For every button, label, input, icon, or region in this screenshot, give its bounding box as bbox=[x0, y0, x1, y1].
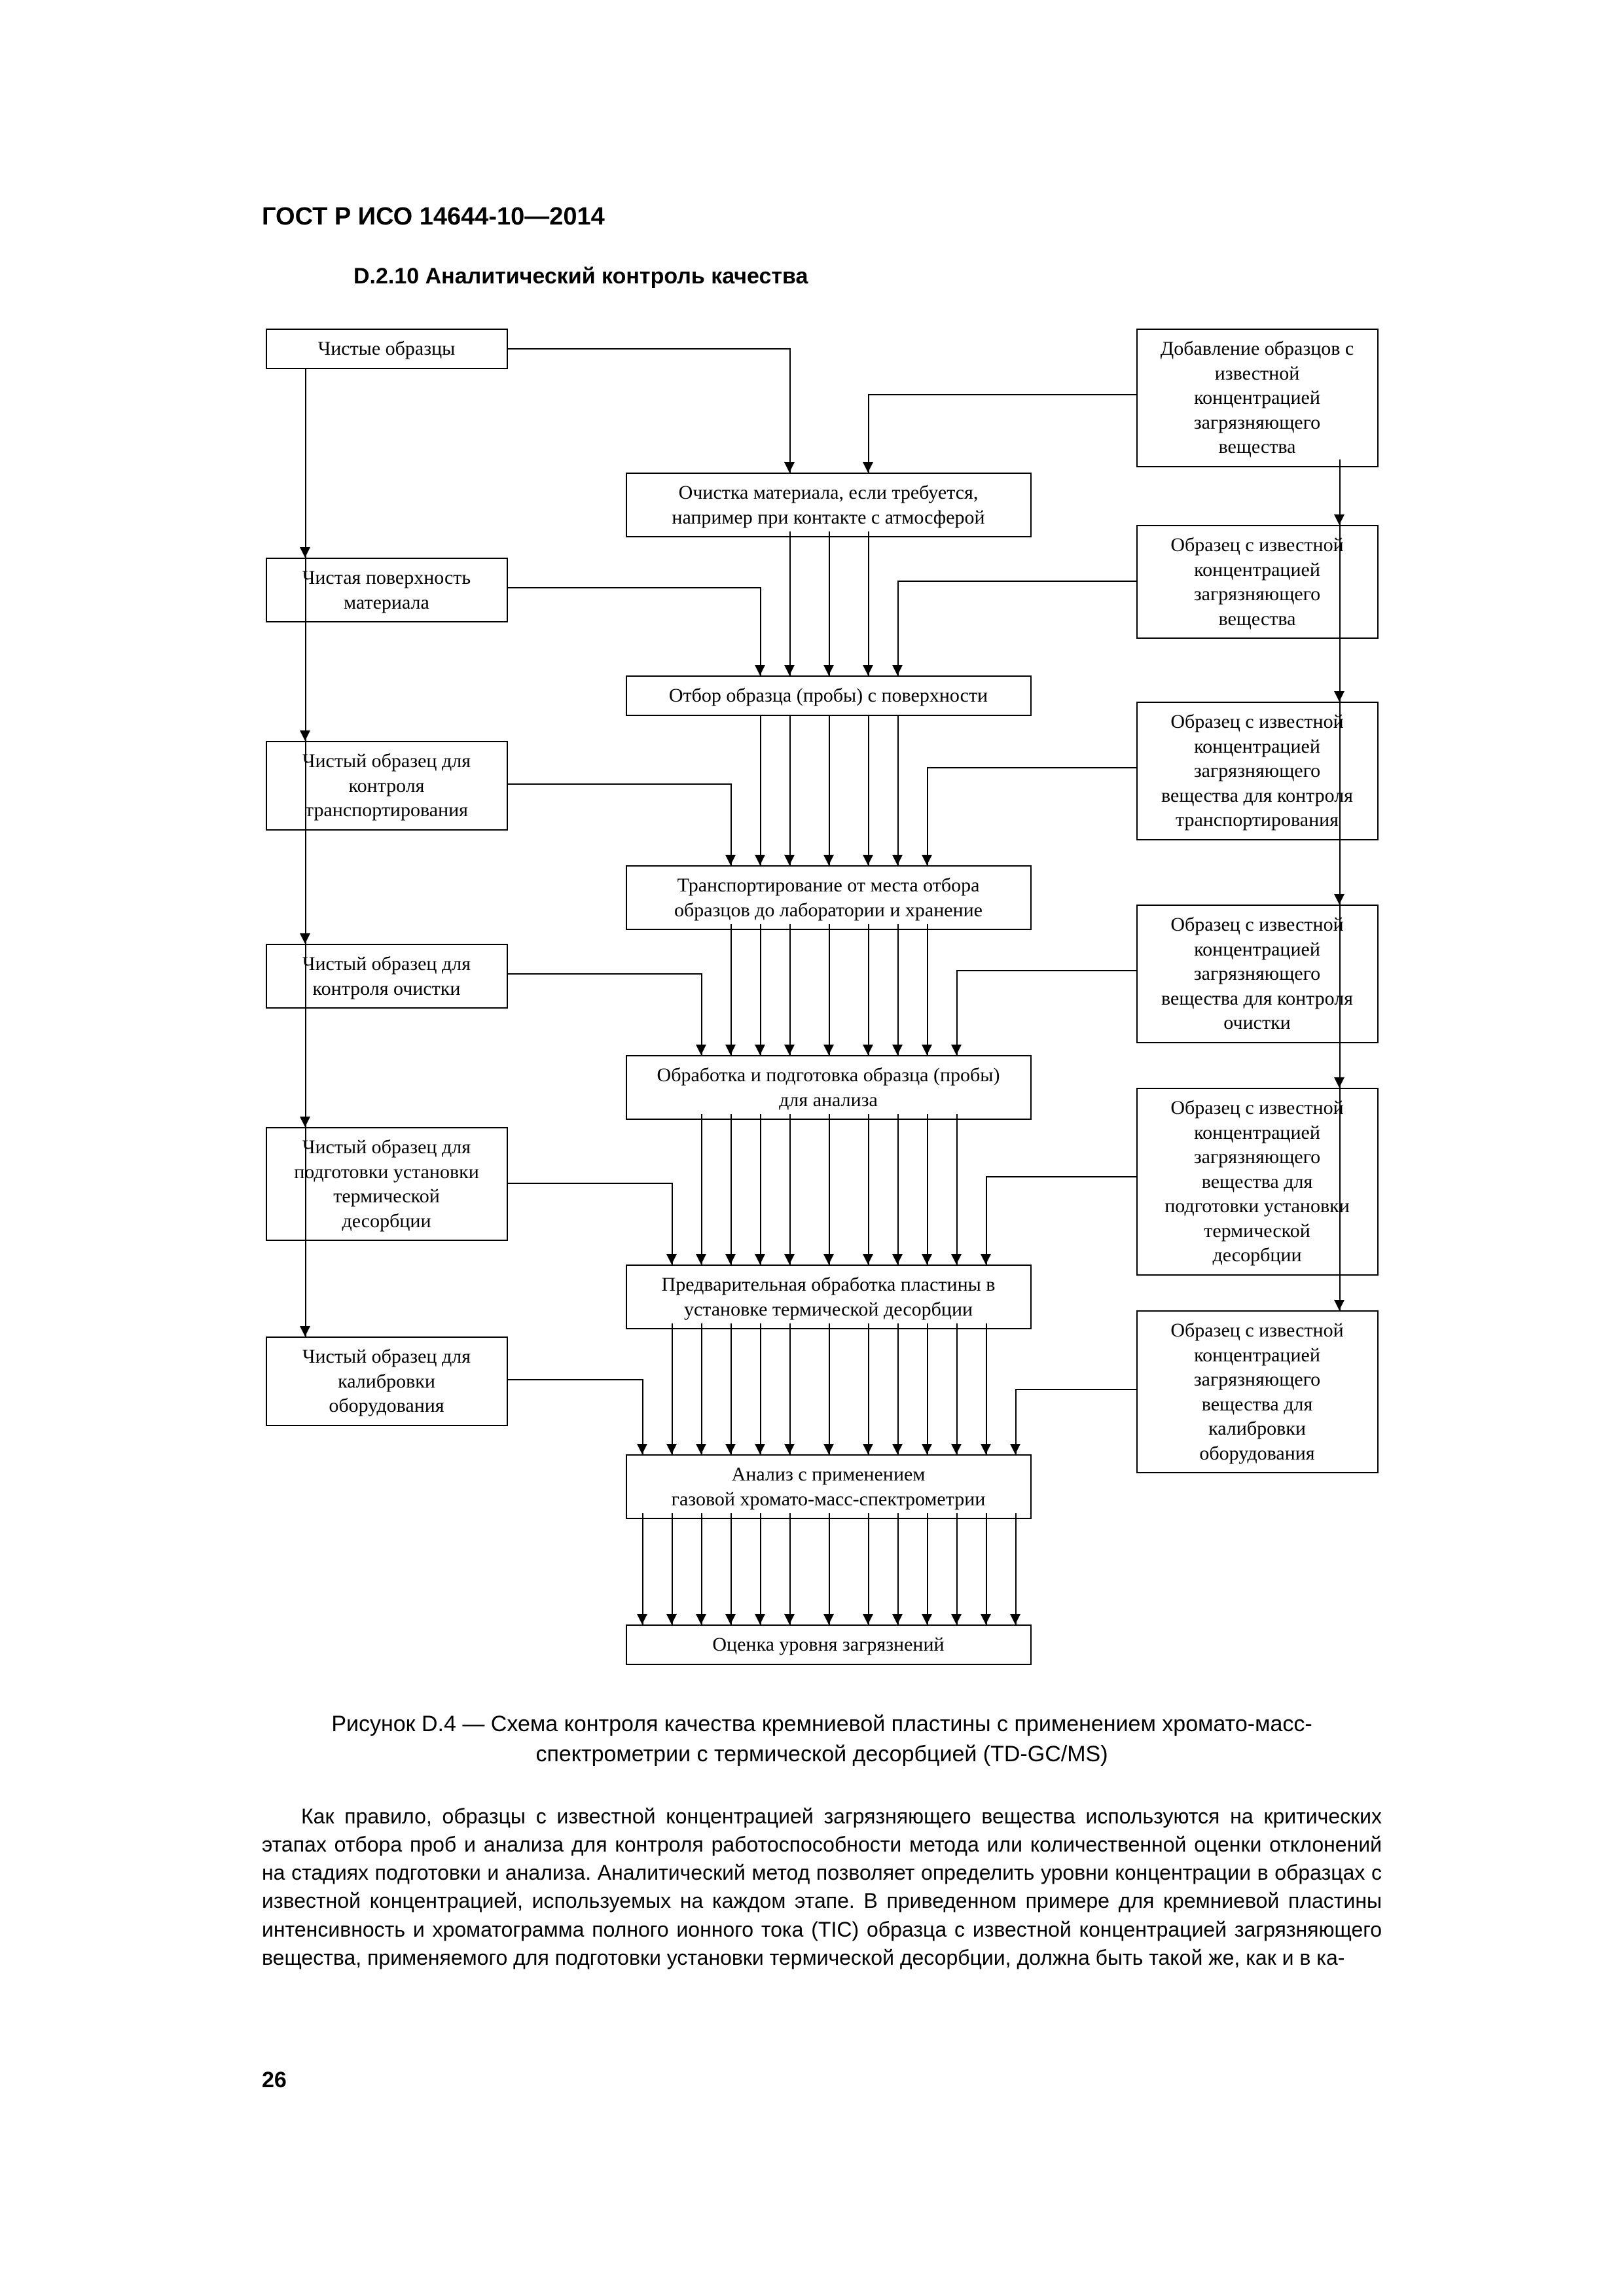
center-node-3: Обработка и подготовка образца (пробы) д… bbox=[626, 1055, 1032, 1120]
left-node-1: Чистая поверхность материала bbox=[266, 558, 508, 622]
center-node-0: Очистка материала, если требуется, напри… bbox=[626, 473, 1032, 537]
body-paragraph: Как правило, образцы с известной концент… bbox=[262, 1803, 1382, 1972]
center-node-1: Отбор образца (пробы) с поверхности bbox=[626, 675, 1032, 716]
left-node-0: Чистые образцы bbox=[266, 329, 508, 369]
right-node-5: Образец с известной концентрацией загряз… bbox=[1136, 1310, 1379, 1473]
right-node-4: Образец с известной концентрацией загряз… bbox=[1136, 1088, 1379, 1276]
left-node-5: Чистый образец для калибровки оборудован… bbox=[266, 1336, 508, 1426]
center-node-2: Транспортирование от места отбора образц… bbox=[626, 865, 1032, 930]
right-node-0: Добавление образцов с известной концентр… bbox=[1136, 329, 1379, 467]
right-node-1: Образец с известной концентрацией загряз… bbox=[1136, 525, 1379, 639]
left-node-2: Чистый образец для контроля транспортиро… bbox=[266, 741, 508, 831]
center-node-6: Оценка уровня загрязнений bbox=[626, 1624, 1032, 1665]
right-node-3: Образец с известной концентрацией загряз… bbox=[1136, 905, 1379, 1043]
page-number: 26 bbox=[262, 2068, 287, 2093]
left-node-3: Чистый образец для контроля очистки bbox=[266, 944, 508, 1009]
right-node-2: Образец с известной концентрацией загряз… bbox=[1136, 702, 1379, 840]
left-node-4: Чистый образец для подготовки установки … bbox=[266, 1127, 508, 1241]
page: ГОСТ Р ИСО 14644-10—2014 D.2.10 Аналитич… bbox=[0, 0, 1624, 2296]
standard-code: ГОСТ Р ИСО 14644-10—2014 bbox=[262, 203, 1382, 231]
center-node-4: Предварительная обработка пластины в уст… bbox=[626, 1265, 1032, 1329]
section-title: D.2.10 Аналитический контроль качества bbox=[353, 264, 1382, 289]
center-node-5: Анализ с применением газовой хромато-мас… bbox=[626, 1454, 1032, 1519]
figure-caption: Рисунок D.4 — Схема контроля качества кр… bbox=[331, 1710, 1313, 1770]
flowchart-diagram: Очистка материала, если требуется, напри… bbox=[266, 329, 1379, 1677]
